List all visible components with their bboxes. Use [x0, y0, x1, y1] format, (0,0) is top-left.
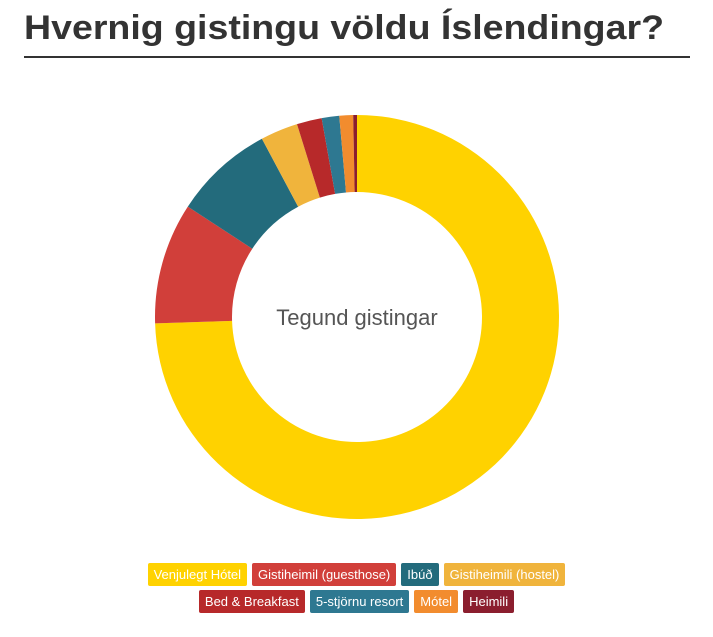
chart-title: Hvernig gistingu völdu Íslendingar?	[24, 9, 664, 47]
legend-item[interactable]: Venjulegt Hótel	[147, 563, 248, 586]
chart: Hvernig gistingu völdu Íslendingar? Tegu…	[24, 9, 690, 519]
legend-item[interactable]: Gistiheimil (guesthose)	[252, 563, 397, 586]
donut-slice	[339, 115, 355, 193]
legend-row: Venjulegt Hótel Gistiheimil (guesthose) Ib…	[0, 563, 713, 586]
donut-slice	[155, 206, 253, 324]
donut-slice	[187, 138, 299, 249]
legend: Venjulegt Hótel Gistiheimil (guesthose) Ib…	[0, 563, 713, 617]
donut-slice	[261, 124, 320, 207]
legend-row: Bed & Breakfast 5-stjörnu resort Mótel Heim…	[0, 590, 713, 613]
legend-item[interactable]: Mótel	[414, 590, 459, 613]
legend-item[interactable]: 5-stjörnu resort	[309, 590, 410, 613]
center-label: Tegund gistingar	[276, 305, 437, 330]
donut-slice	[321, 115, 347, 194]
donut-slice	[296, 118, 336, 198]
legend-item[interactable]: Bed & Breakfast	[198, 590, 305, 613]
legend-item[interactable]: Ibúð	[401, 563, 439, 586]
donut	[155, 115, 559, 519]
donut-slice	[353, 115, 357, 193]
donut-slice	[155, 115, 559, 519]
legend-item[interactable]: Heimili	[463, 590, 515, 613]
legend-item[interactable]: Gistiheimili (hostel)	[443, 563, 566, 586]
